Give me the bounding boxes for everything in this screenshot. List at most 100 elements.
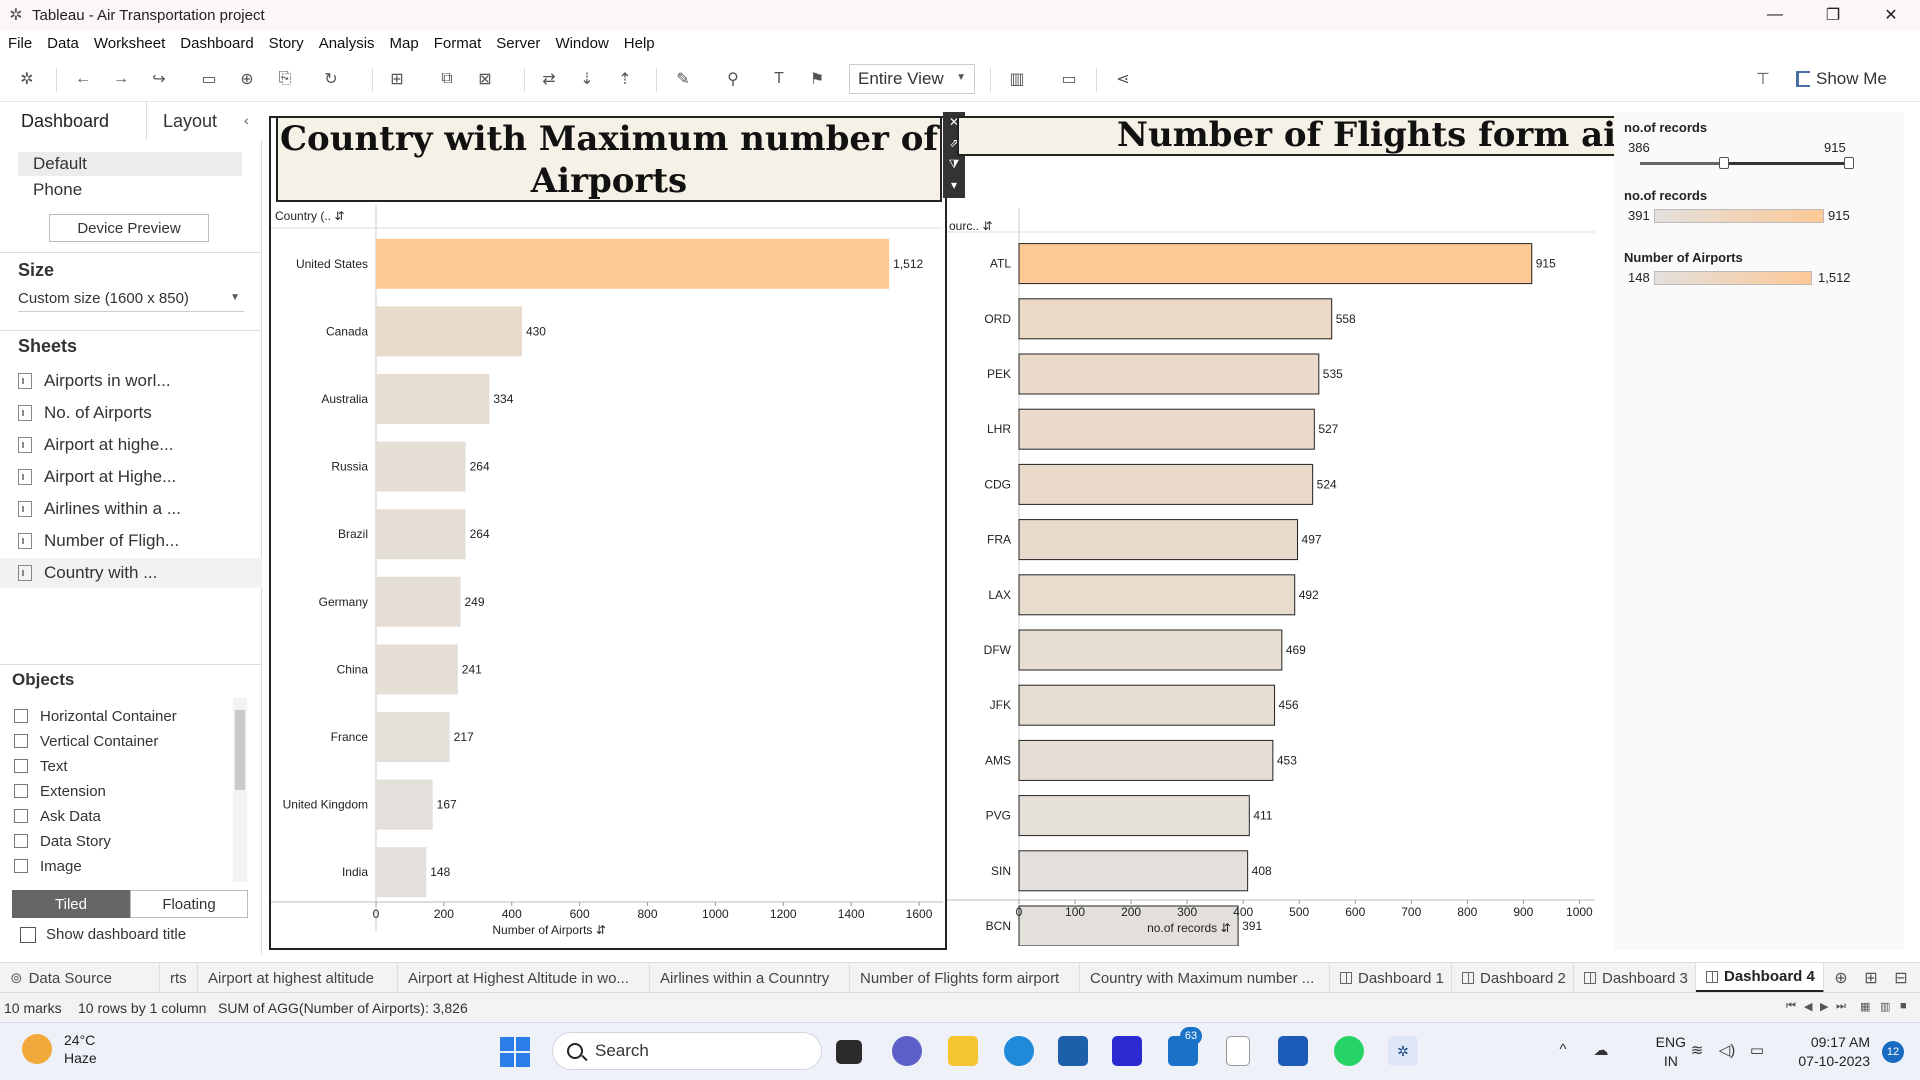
presentation-mode-icon[interactable]: ▭	[1061, 71, 1077, 88]
word-icon[interactable]	[1278, 1036, 1308, 1066]
bar[interactable]	[1018, 463, 1314, 505]
tab-sheet[interactable]: Airlines within a Counntry	[650, 963, 850, 993]
tab-layout[interactable]: Layout	[146, 102, 262, 140]
format-painter-icon[interactable]: ⊤	[1756, 71, 1770, 88]
close-button[interactable]: ✕	[1884, 7, 1898, 24]
new-worksheet-icon[interactable]: ⊕	[1834, 970, 1848, 987]
notepad-icon[interactable]	[1226, 1036, 1250, 1066]
volume-icon[interactable]: ◁)	[1718, 1042, 1736, 1059]
swap-icon[interactable]: ⇄	[542, 71, 556, 88]
object-image[interactable]: Image	[14, 854, 234, 878]
bar[interactable]	[1018, 519, 1299, 561]
bar[interactable]	[376, 644, 458, 695]
bar[interactable]	[376, 441, 466, 492]
menu-server[interactable]: Server	[496, 34, 541, 52]
redo-icon[interactable]: →	[113, 70, 129, 87]
sheet-sorter-icon[interactable]: ▦	[1860, 1001, 1871, 1013]
sheet-item[interactable]: Country with ...	[0, 558, 262, 588]
start-button[interactable]	[500, 1037, 530, 1067]
tab-dashboard-4[interactable]: Dashboard 4	[1696, 963, 1824, 993]
bar[interactable]	[1018, 353, 1320, 395]
battery-icon[interactable]: ▭	[1749, 1042, 1765, 1059]
more-options-icon[interactable]: ▾	[950, 178, 958, 192]
share-icon[interactable]: ⋖	[1116, 71, 1130, 88]
sheet-item[interactable]: No. of Airports	[18, 398, 258, 428]
fit-dropdown[interactable]: Entire View ▼	[849, 64, 975, 94]
go-to-sheet-icon[interactable]: ⇗	[948, 136, 960, 150]
bar[interactable]	[1018, 574, 1296, 616]
language-indicator[interactable]: ENG IN	[1656, 1033, 1686, 1071]
bar[interactable]	[1018, 850, 1249, 892]
tab-sheet[interactable]: Airport at Highest Altitude in wo...	[398, 963, 650, 993]
bar[interactable]	[1018, 905, 1239, 946]
tab-data-source[interactable]: ⊚ Data Source	[0, 963, 160, 993]
pause-updates-icon[interactable]: ⎘	[278, 70, 292, 87]
clear-icon[interactable]: ⊠	[478, 71, 492, 88]
bar[interactable]	[1018, 243, 1533, 285]
size-dropdown[interactable]: Custom size (1600 x 850) ▼	[18, 286, 244, 312]
bar[interactable]	[376, 847, 427, 898]
menu-format[interactable]: Format	[433, 34, 482, 52]
bar[interactable]	[1018, 739, 1274, 781]
math-app-icon[interactable]	[1112, 1036, 1142, 1066]
duplicate-icon[interactable]: ⧉	[441, 70, 453, 87]
object-text[interactable]: Text	[14, 754, 234, 778]
whatsapp-icon[interactable]	[1334, 1036, 1364, 1066]
next-page-icon[interactable]: ▶	[1820, 1001, 1829, 1013]
file-explorer-icon[interactable]	[948, 1036, 978, 1066]
device-default[interactable]: Default	[18, 152, 242, 176]
sheet-item[interactable]: Airport at Highe...	[18, 462, 258, 492]
sheet-item[interactable]: Number of Fligh...	[18, 526, 258, 556]
floating-button[interactable]: Floating	[130, 890, 248, 918]
bar[interactable]	[376, 576, 461, 627]
object-vertical-container[interactable]: Vertical Container	[14, 729, 234, 753]
menu-help[interactable]: Help	[623, 34, 655, 52]
bar[interactable]	[1018, 408, 1315, 450]
show-labels-icon[interactable]: T	[774, 70, 784, 87]
menu-data[interactable]: Data	[47, 34, 79, 52]
chevron-up-icon[interactable]: ^	[1559, 1041, 1567, 1058]
new-story-icon[interactable]: ⊟	[1894, 970, 1908, 987]
bar[interactable]	[376, 306, 522, 357]
sort-ascending-icon[interactable]: ⇣	[580, 71, 594, 88]
weather-widget[interactable]: 24°C Haze	[22, 1031, 97, 1067]
menu-worksheet[interactable]: Worksheet	[93, 34, 166, 52]
clock[interactable]: 09:17 AM 07-10-2023	[1798, 1033, 1870, 1071]
tableau-taskbar-icon[interactable]: ✲	[1388, 1036, 1418, 1066]
highlight-icon[interactable]: ✎	[676, 71, 690, 88]
device-preview-button[interactable]: Device Preview	[49, 214, 209, 242]
scrollbar-thumb[interactable]	[235, 710, 245, 790]
onedrive-icon[interactable]: ☁	[1593, 1042, 1609, 1059]
tab-dashboard-1[interactable]: Dashboard 1	[1330, 963, 1452, 993]
object-horizontal-container[interactable]: Horizontal Container	[14, 704, 234, 728]
bar[interactable]	[376, 712, 450, 762]
sheet-item[interactable]: Airports in worl...	[18, 366, 258, 396]
undo-icon[interactable]: ←	[75, 70, 91, 87]
menu-window[interactable]: Window	[555, 34, 609, 52]
tiled-button[interactable]: Tiled	[12, 890, 130, 918]
sheet-item[interactable]: Airport at highe...	[18, 430, 258, 460]
new-dashboard-icon[interactable]: ⊞	[1864, 970, 1878, 987]
use-as-filter-icon[interactable]: ⧩	[948, 157, 960, 171]
first-page-icon[interactable]: ⏮	[1786, 1000, 1796, 1012]
edge-browser-icon[interactable]	[1004, 1036, 1034, 1066]
group-icon[interactable]: ⚲	[727, 71, 739, 88]
taskbar-search[interactable]: Search	[552, 1032, 822, 1070]
menu-map[interactable]: Map	[389, 34, 419, 52]
bar[interactable]	[376, 509, 466, 560]
sheet-item[interactable]: Airlines within a ...	[18, 494, 258, 524]
menu-dashboard[interactable]: Dashboard	[180, 34, 254, 52]
show-dashboard-title-toggle[interactable]: Show dashboard title	[20, 926, 186, 943]
bar[interactable]	[376, 238, 890, 289]
task-view-icon[interactable]	[836, 1040, 862, 1064]
remove-zone-icon[interactable]: ✕	[948, 115, 960, 129]
new-datasource-icon[interactable]: ⊕	[240, 71, 254, 88]
microsoft-store-icon[interactable]	[1058, 1036, 1088, 1066]
device-phone[interactable]: Phone	[33, 180, 83, 199]
refresh-icon[interactable]: ↻	[324, 71, 338, 88]
tab-sheet[interactable]: rts	[160, 963, 198, 993]
filmstrip-icon[interactable]: ▥	[1880, 1001, 1891, 1013]
tabs-view-icon[interactable]: ■	[1900, 1000, 1907, 1012]
tab-sheet[interactable]: Number of Flights form airport	[850, 963, 1080, 993]
collapse-panel-icon[interactable]: ‹	[244, 112, 249, 128]
